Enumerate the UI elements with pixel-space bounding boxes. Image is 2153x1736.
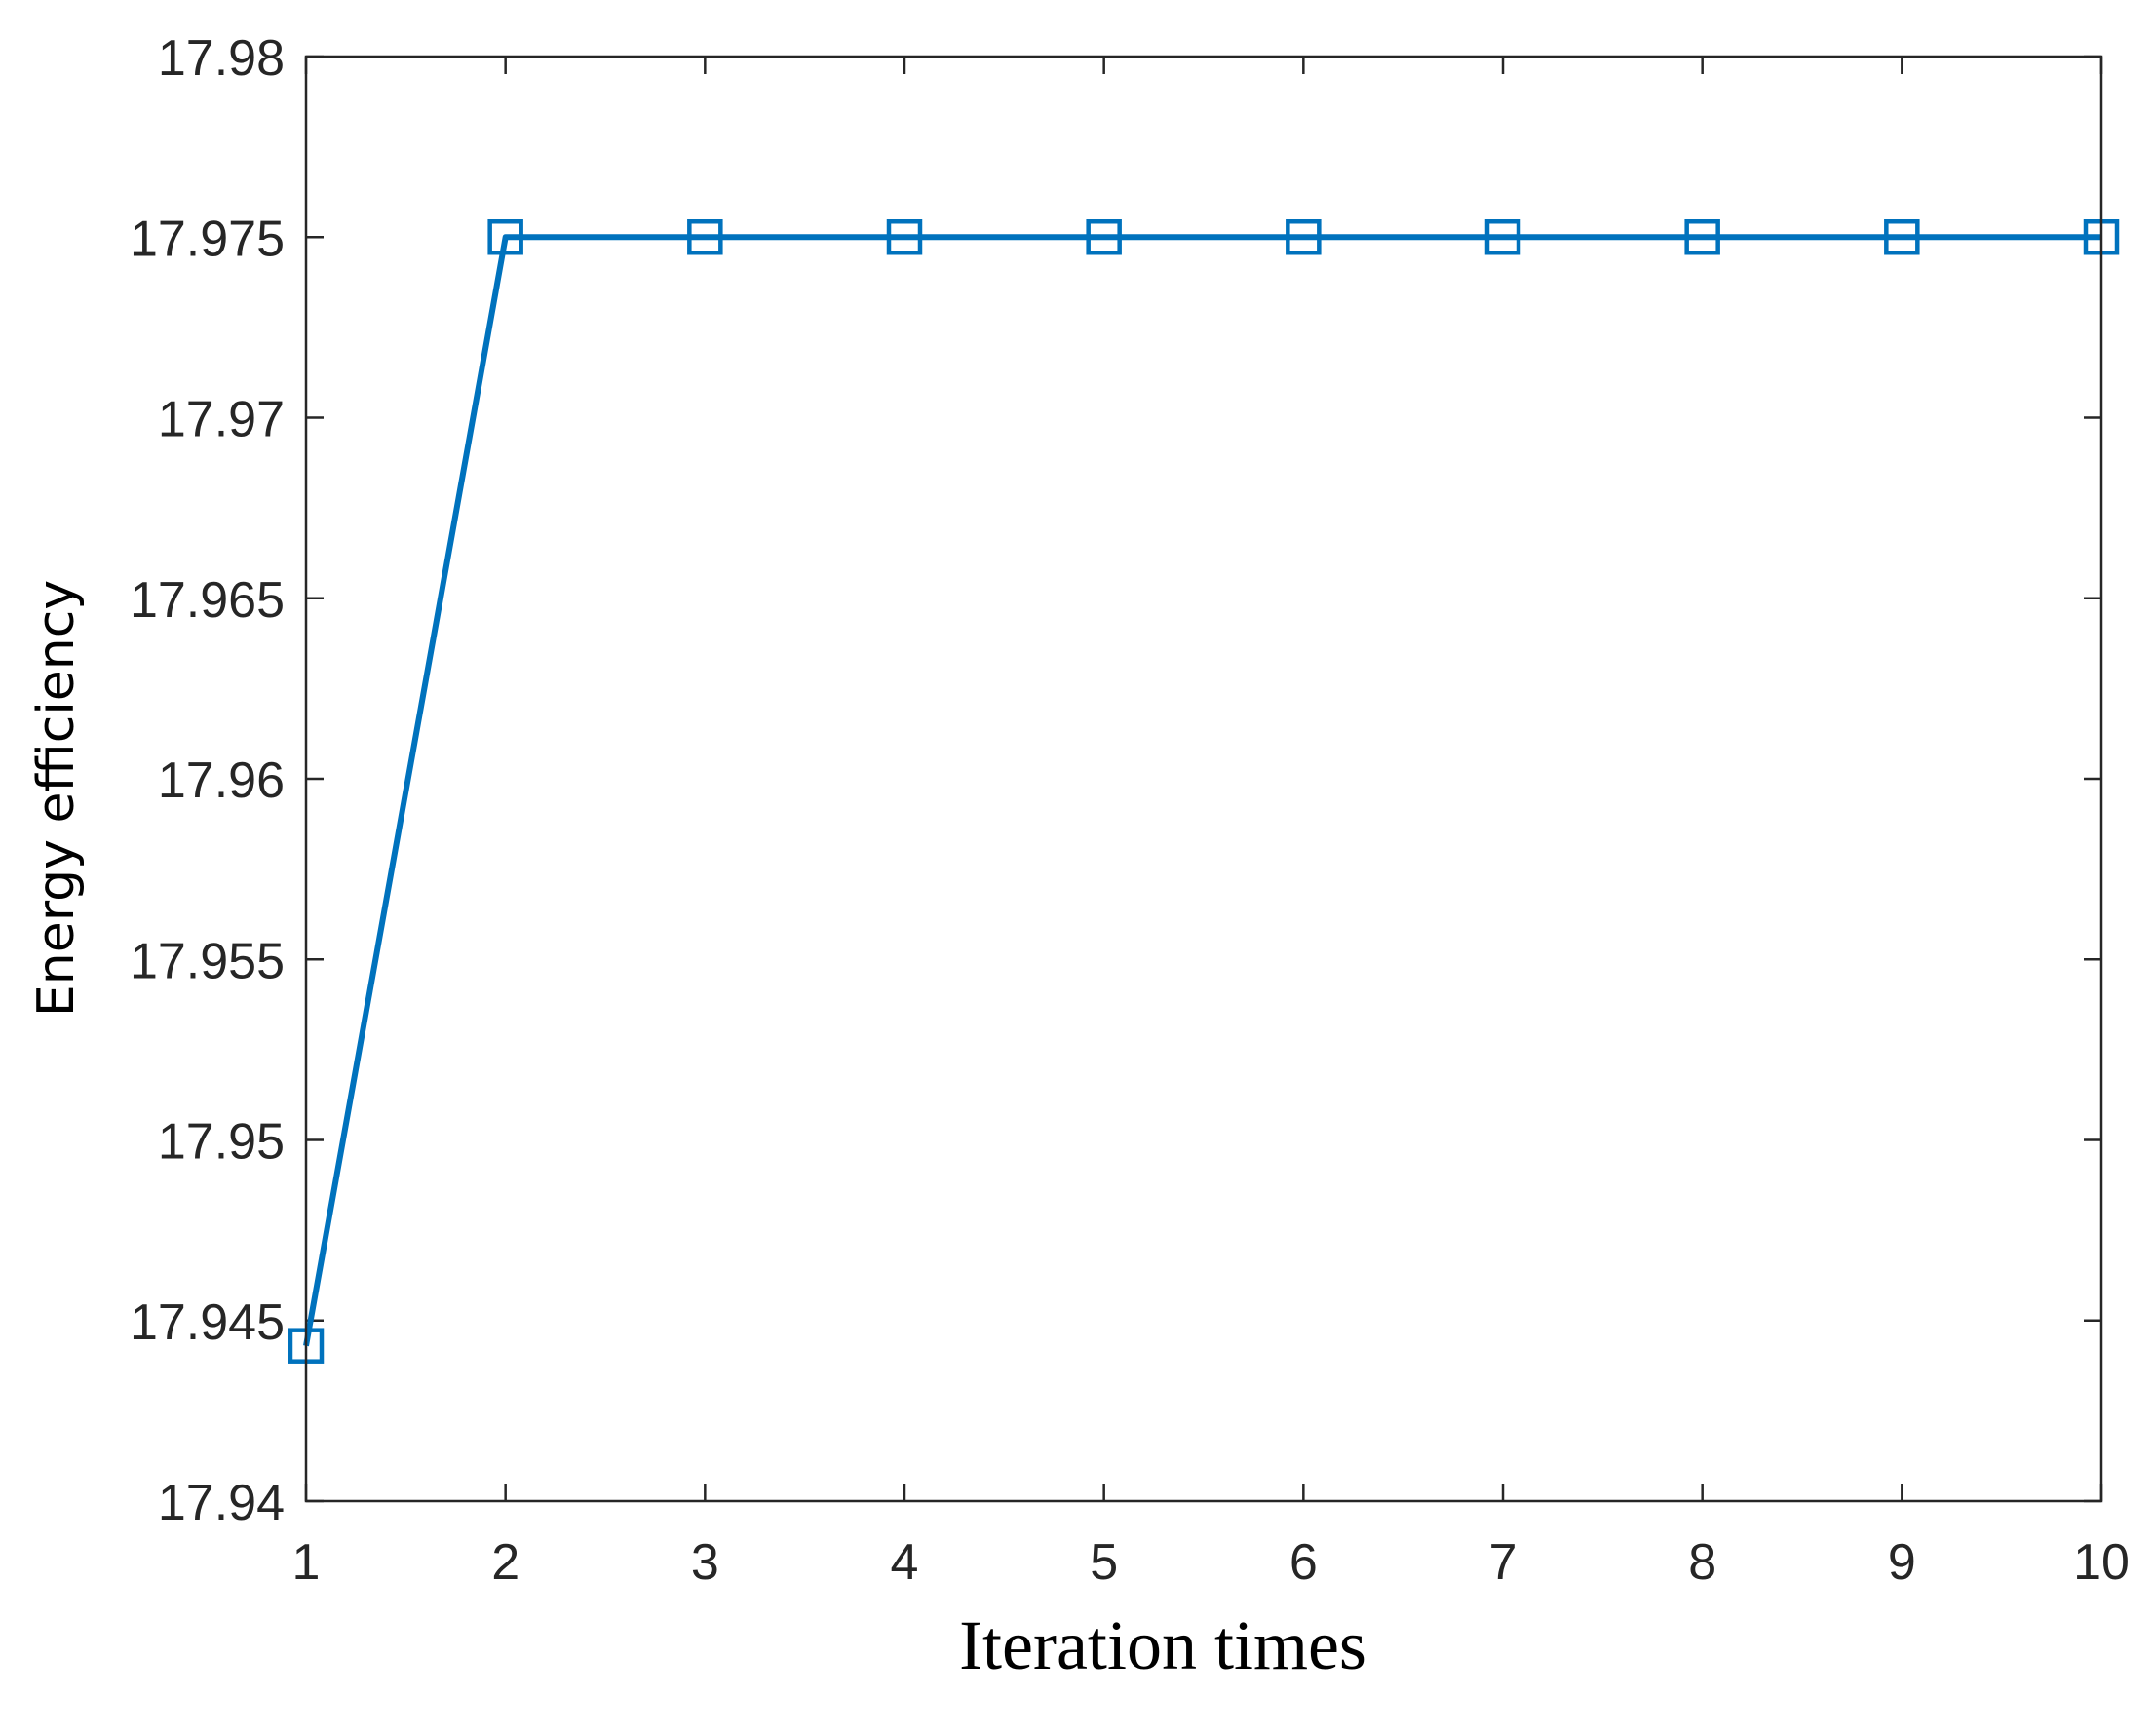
x-tick-label: 2 bbox=[491, 1534, 519, 1591]
x-tick-label: 8 bbox=[1688, 1534, 1716, 1591]
x-tick-label: 7 bbox=[1489, 1534, 1518, 1591]
y-tick-label: 17.955 bbox=[130, 933, 285, 989]
x-tick-label: 1 bbox=[292, 1534, 321, 1591]
x-tick-label: 5 bbox=[1090, 1534, 1118, 1591]
x-tick-label: 9 bbox=[1888, 1534, 1916, 1591]
y-tick-label: 17.975 bbox=[130, 211, 285, 267]
data-point-marker bbox=[1484, 219, 1521, 255]
data-point-marker bbox=[1286, 219, 1322, 255]
series-line bbox=[303, 234, 2101, 1347]
data-point-marker bbox=[687, 219, 723, 255]
y-tick-label: 17.965 bbox=[130, 572, 285, 629]
data-point-marker bbox=[1684, 219, 1720, 255]
y-axis-label: Energy efficiency bbox=[27, 580, 86, 1017]
x-tick-label: 3 bbox=[691, 1534, 719, 1591]
x-tick-label: 4 bbox=[891, 1534, 919, 1591]
y-tick-label: 17.945 bbox=[130, 1294, 285, 1351]
x-tick-label: 6 bbox=[1289, 1534, 1318, 1591]
data-point-marker bbox=[886, 219, 923, 255]
data-point-marker bbox=[487, 219, 523, 255]
x-tick-label: 10 bbox=[2073, 1534, 2130, 1591]
y-tick-label: 17.95 bbox=[158, 1114, 285, 1171]
tick-labels: 1 2 3 4 5 6 7 8 9 10 17.94 17.945 17.95 17.955 17.96 17… bbox=[130, 30, 2130, 1591]
y-tick-label: 17.97 bbox=[158, 392, 285, 448]
data-point-marker bbox=[1884, 219, 1920, 255]
plot-area-frame bbox=[304, 55, 2103, 1503]
y-tick-label: 17.94 bbox=[158, 1475, 285, 1531]
y-tick-label: 17.96 bbox=[158, 752, 285, 809]
data-point-marker bbox=[1086, 219, 1122, 255]
x-axis-label: Iteration times bbox=[959, 1606, 1366, 1684]
y-tick-label: 17.98 bbox=[158, 30, 285, 87]
